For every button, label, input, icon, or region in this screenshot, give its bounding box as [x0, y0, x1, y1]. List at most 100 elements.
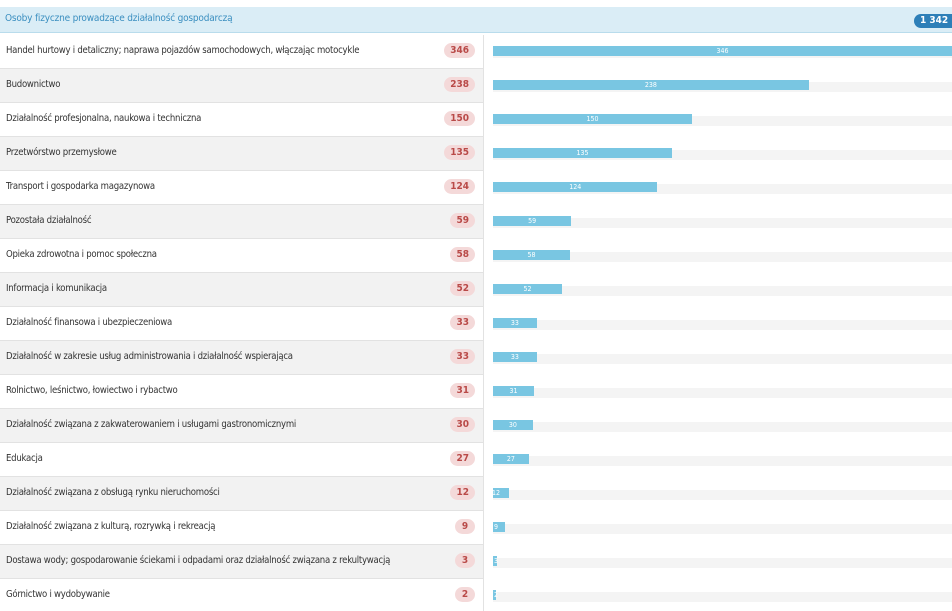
bar-track: [493, 354, 952, 364]
bar-track: [493, 320, 952, 330]
chart-row: Działalność finansowa i ubezpieczeniowa 3…: [0, 307, 952, 341]
category-label: Edukacja: [6, 453, 43, 464]
category-label: Działalność związana z zakwaterowaniem i…: [6, 419, 297, 430]
total-badge: 1 342: [914, 14, 952, 28]
row-label-cell: Transport i gospodarka magazynowa 124: [0, 171, 483, 205]
chart-row: Działalność związana z kulturą, rozrywką…: [0, 511, 952, 545]
bar-value-label: 33: [510, 353, 519, 361]
bar-value-label: 12: [491, 489, 501, 497]
value-badge: 2: [455, 587, 475, 602]
category-label: Pozostała działalność: [6, 215, 92, 226]
row-label-cell: Działalność finansowa i ubezpieczeniowa 3…: [0, 307, 483, 341]
category-label: Opieka zdrowotna i pomoc społeczna: [6, 249, 157, 260]
bar-value-label: 27: [506, 455, 515, 463]
bar-track: [493, 558, 952, 568]
row-label-cell: Działalność w zakresie usług administrow…: [0, 341, 483, 375]
value-badge: 59: [450, 213, 475, 228]
bar-value-label: 30: [508, 421, 517, 429]
bar: [493, 386, 535, 396]
row-label-cell: Działalność związana z obsługą rynku nie…: [0, 477, 483, 511]
row-label-cell: Przetwórstwo przemysłowe 135: [0, 137, 483, 171]
bar-track: [493, 388, 952, 398]
row-label-cell: Działalność związana z kulturą, rozrywką…: [0, 511, 483, 545]
bar-track: [493, 218, 952, 228]
bar-value-label: 52: [523, 285, 532, 293]
category-label: Transport i gospodarka magazynowa: [6, 181, 155, 192]
bar: [493, 522, 505, 532]
bar-value-label: 346: [716, 47, 729, 55]
bar-track: [493, 524, 952, 534]
chart-row: Handel hurtowy i detaliczny; naprawa poj…: [0, 35, 952, 69]
bar-value-label: 3: [493, 557, 499, 565]
bar-track: [493, 592, 952, 602]
row-label-cell: Działalność związana z zakwaterowaniem i…: [0, 409, 483, 443]
value-badge: 31: [450, 383, 475, 398]
value-badge: 33: [450, 349, 475, 364]
bar-track: [493, 116, 952, 126]
category-label: Działalność związana z obsługą rynku nie…: [6, 487, 220, 498]
chart-row: Informacja i komunikacja 52 52: [0, 273, 952, 307]
value-badge: 124: [444, 179, 475, 194]
bar: [493, 216, 572, 226]
category-label: Działalność w zakresie usług administrow…: [6, 351, 293, 362]
bar: [493, 114, 692, 124]
bar: [493, 250, 570, 260]
value-badge: 27: [450, 451, 475, 466]
category-label: Handel hurtowy i detaliczny; naprawa poj…: [6, 45, 360, 56]
chart-row: Działalność związana z obsługą rynku nie…: [0, 477, 952, 511]
bar-track: [493, 252, 952, 262]
bar-track: [493, 490, 952, 500]
bar: [493, 454, 529, 464]
bar-track: [493, 286, 952, 296]
bar: [493, 148, 673, 158]
bar-value-label: 31: [509, 387, 518, 395]
row-label-cell: Rolnictwo, leśnictwo, łowiectwo i rybact…: [0, 375, 483, 409]
bar-value-label: 238: [644, 81, 657, 89]
category-label: Informacja i komunikacja: [6, 283, 107, 294]
value-badge: 346: [444, 43, 475, 58]
bar-value-label: 124: [569, 183, 582, 191]
chart-row: Działalność w zakresie usług administrow…: [0, 341, 952, 375]
category-label: Działalność finansowa i ubezpieczeniowa: [6, 317, 172, 328]
value-badge: 150: [444, 111, 475, 126]
value-badge: 238: [444, 77, 475, 92]
value-badge: 58: [450, 247, 475, 262]
value-badge: 52: [450, 281, 475, 296]
category-label: Górnictwo i wydobywanie: [6, 589, 110, 600]
value-badge: 33: [450, 315, 475, 330]
bar-value-label: 135: [576, 149, 589, 157]
row-label-cell: Edukacja 27: [0, 443, 483, 477]
bar-track: [493, 422, 952, 432]
chart-row: Opieka zdrowotna i pomoc społeczna 58 58: [0, 239, 952, 273]
bar: [493, 284, 562, 294]
bar-track: [493, 456, 952, 466]
bar-value-label: 2: [493, 591, 499, 599]
chart-row: Rolnictwo, leśnictwo, łowiectwo i rybact…: [0, 375, 952, 409]
category-label: Rolnictwo, leśnictwo, łowiectwo i rybact…: [6, 385, 178, 396]
bar: [493, 182, 658, 192]
bar: [493, 318, 537, 328]
bar: [493, 556, 497, 566]
row-label-cell: Dostawa wody; gospodarowanie ściekami i …: [0, 545, 483, 579]
row-label-cell: Pozostała działalność 59: [0, 205, 483, 239]
bar-track: [493, 184, 952, 194]
value-badge: 12: [450, 485, 475, 500]
chart-row: Górnictwo i wydobywanie 2 2: [0, 579, 952, 611]
chart-row: Przetwórstwo przemysłowe 135 135: [0, 137, 952, 171]
bar-track: [493, 150, 952, 160]
bar: [493, 80, 809, 90]
column-divider: [483, 35, 484, 611]
row-label-cell: Działalność profesjonalna, naukowa i tec…: [0, 103, 483, 137]
category-label: Dostawa wody; gospodarowanie ściekami i …: [6, 555, 391, 566]
chart-row: Działalność związana z zakwaterowaniem i…: [0, 409, 952, 443]
category-label: Przetwórstwo przemysłowe: [6, 147, 117, 158]
category-label: Działalność związana z kulturą, rozrywką…: [6, 521, 216, 532]
bar-value-label: 58: [527, 251, 536, 259]
row-label-cell: Informacja i komunikacja 52: [0, 273, 483, 307]
value-badge: 30: [450, 417, 475, 432]
category-label: Budownictwo: [6, 79, 61, 90]
row-label-cell: Budownictwo 238: [0, 69, 483, 103]
bar-value-label: 59: [528, 217, 537, 225]
bar: [493, 46, 952, 56]
value-badge: 135: [444, 145, 475, 160]
